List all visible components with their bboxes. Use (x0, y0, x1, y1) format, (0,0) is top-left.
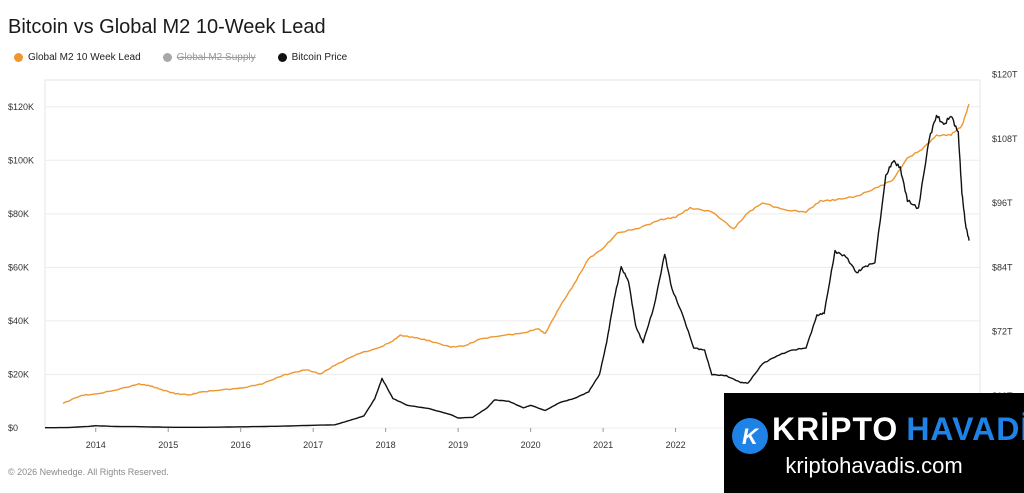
y2-tick-label: $96T (992, 198, 1013, 208)
y-tick-label: $0 (8, 423, 18, 433)
x-tick-label: 2014 (86, 440, 106, 450)
orange-dot-icon (14, 53, 23, 62)
legend-label: Global M2 Supply (176, 52, 256, 63)
watermark-badge: K KRİPTOHAVADİS kriptohavadis.com (724, 393, 1024, 493)
brand-word-2: HAVADİS (906, 411, 1024, 447)
y-tick-label: $120K (8, 102, 34, 112)
brand-domain: kriptohavadis.com (785, 453, 963, 478)
x-tick-label: 2021 (593, 440, 613, 450)
x-tick-label: 2020 (521, 440, 541, 450)
brand-word-1: KRİPTO (772, 411, 899, 447)
legend-item-bitcoin-price[interactable]: Bitcoin Price (277, 52, 348, 63)
y-tick-label: $80K (8, 209, 29, 219)
brand-name: KRİPTOHAVADİS (772, 411, 1024, 448)
chart-title: Bitcoin vs Global M2 10-Week Lead (8, 16, 326, 38)
series-line-global-m2-10-week-lead (62, 103, 970, 405)
y-tick-label: $40K (8, 316, 29, 326)
legend: Global M2 10 Week Lead Global M2 Supply … (14, 52, 347, 63)
y-tick-label: $100K (8, 155, 34, 165)
x-tick-label: 2016 (231, 440, 251, 450)
y2-tick-label: $72T (992, 327, 1013, 337)
x-tick-label: 2018 (376, 440, 396, 450)
gray-dot-icon (162, 53, 172, 62)
legend-label: Bitcoin Price (291, 52, 348, 63)
x-tick-label: 2019 (448, 440, 468, 450)
logo-letter: K (742, 424, 760, 449)
series-line-bitcoin-price (45, 114, 970, 429)
k-logo-icon: K (732, 418, 768, 454)
legend-item-global-m2-supply[interactable]: Global M2 Supply (162, 52, 256, 63)
x-tick-label: 2022 (666, 440, 686, 450)
x-tick-label: 2017 (303, 440, 323, 450)
x-tick-label: 2015 (158, 440, 178, 450)
legend-label: Global M2 10 Week Lead (28, 52, 141, 63)
black-dot-icon (277, 53, 287, 62)
y2-tick-label: $108T (992, 134, 1018, 144)
y-tick-label: $60K (8, 262, 29, 272)
y2-tick-label: $120T (992, 70, 1018, 80)
copyright-footer: © 2026 Newhedge. All Rights Reserved. (8, 467, 169, 477)
legend-item-global-m2-lead[interactable]: Global M2 10 Week Lead (14, 52, 141, 63)
y2-tick-label: $84T (992, 262, 1013, 272)
y-tick-label: $20K (8, 369, 29, 379)
